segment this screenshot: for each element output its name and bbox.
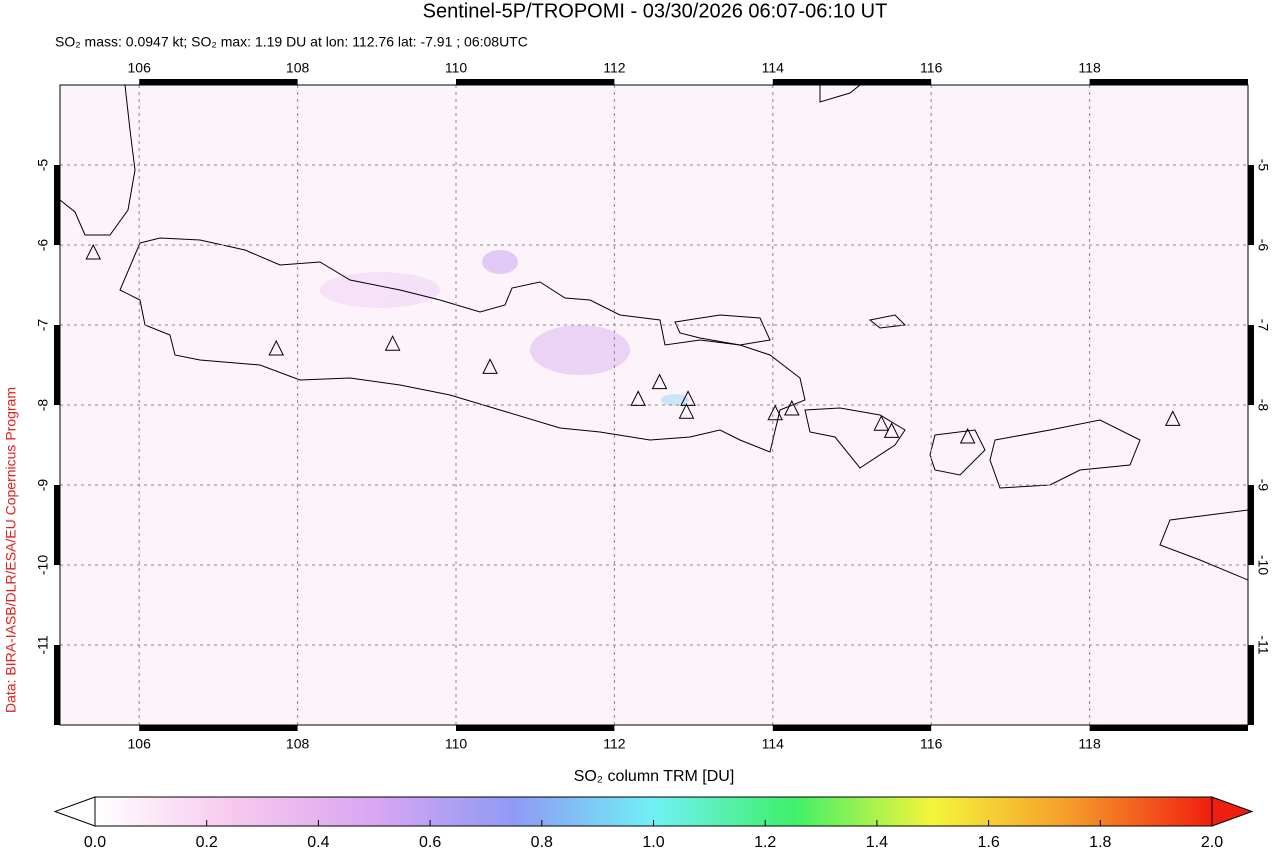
subtitle: SO₂ mass: 0.0947 kt; SO₂ max: 1.19 DU at… [55, 34, 528, 50]
coastline [819, 85, 861, 103]
frame-bar [1248, 645, 1254, 725]
x-tick-label: 114 [762, 736, 785, 752]
x-tick-label: 106 [128, 736, 152, 752]
colorbar-tick-label: 1.6 [977, 834, 999, 851]
colorbar-tick-label: 0.0 [84, 834, 106, 851]
colorbar-tick-label: 1.4 [866, 834, 888, 851]
y-tick-label: -7 [1255, 319, 1271, 332]
coastline [929, 429, 986, 476]
x-tick-label: 118 [1078, 60, 1101, 76]
frame-bar [54, 325, 60, 405]
y-tick-label: -6 [1255, 239, 1271, 252]
volcano [651, 373, 668, 390]
x-tick-label: 108 [286, 60, 310, 76]
x-tick-label: 112 [603, 60, 626, 76]
coastline [1159, 509, 1248, 581]
y-tick-label: -6 [35, 239, 51, 252]
frame-bar [1089, 725, 1248, 731]
coastlines [60, 85, 1248, 581]
x-tick-label: 106 [128, 60, 152, 76]
x-tick-label: 110 [445, 736, 468, 752]
colorbar-over [1211, 796, 1254, 827]
credit: Data: BIRA-IASB/DLR/ESA/EU Copernicus Pr… [3, 387, 19, 713]
volcano [680, 390, 696, 406]
colorbar-under [53, 796, 96, 827]
colorbar-tick-label: 0.6 [419, 834, 441, 851]
volcano [959, 427, 976, 444]
colorbar-tick-label: 0.2 [196, 834, 218, 851]
frame-bar [1248, 485, 1254, 565]
frame-bar [54, 645, 60, 725]
x-tick-label: 108 [286, 736, 310, 752]
volcano [268, 339, 285, 356]
x-tick-label: 112 [603, 736, 626, 752]
x-tick-label: 110 [445, 60, 468, 76]
y-tick-label: -10 [1255, 555, 1271, 575]
volcano [1164, 410, 1181, 426]
y-tick-label: -11 [1255, 635, 1271, 654]
colorbar-tick-label: 1.0 [642, 834, 664, 851]
colorbar-tick-label: 1.2 [754, 834, 776, 851]
volcano [630, 390, 646, 406]
x-tick-label: 114 [762, 60, 785, 76]
chart-title: Sentinel-5P/TROPOMI - 03/30/2026 06:07-0… [423, 0, 888, 22]
y-tick-label: -8 [1255, 399, 1271, 412]
coastline [60, 85, 136, 236]
colorbar-tick-label: 0.4 [307, 834, 329, 851]
volcano [873, 415, 890, 431]
frame-bar [54, 485, 60, 565]
grid [60, 85, 1248, 725]
y-tick-label: -9 [1255, 479, 1271, 492]
frame-bar [54, 165, 60, 245]
frame-bar [139, 725, 298, 731]
y-tick-label: -9 [35, 479, 51, 492]
volcano [883, 422, 900, 438]
y-tick-label: -5 [35, 159, 51, 172]
colorbar-tick-label: 1.8 [1089, 834, 1111, 851]
frame-bar [1248, 325, 1254, 405]
volcano [767, 404, 783, 421]
frame-bar [1248, 165, 1254, 245]
coastline [868, 314, 907, 329]
frame-bar [139, 79, 298, 85]
y-tick-label: -10 [35, 555, 51, 575]
coastline [674, 314, 771, 346]
frame-bar [772, 725, 932, 731]
volcano [85, 243, 102, 260]
y-tick-label: -5 [1255, 159, 1271, 172]
plume-patch [530, 325, 630, 375]
plume [320, 250, 689, 406]
plume-patch [482, 250, 518, 274]
volcano [783, 399, 800, 416]
colorbar-tick-label: 2.0 [1201, 834, 1223, 851]
frame-bar [456, 725, 615, 731]
x-tick-label: 116 [920, 60, 943, 76]
coastline [119, 237, 806, 453]
coastline [804, 407, 906, 469]
frame-bar [1089, 79, 1248, 85]
x-tick-label: 116 [920, 736, 943, 752]
frame-bar [772, 79, 932, 85]
plume-patch [320, 272, 440, 308]
y-tick-label: -8 [35, 399, 51, 412]
volcano [482, 358, 498, 374]
y-tick-label: -7 [35, 319, 51, 332]
colorbar-tick-label: 0.8 [531, 834, 553, 851]
y-tick-label: -11 [35, 635, 51, 654]
colorbar-label: SO₂ column TRM [DU] [574, 768, 735, 785]
coastline [989, 419, 1141, 489]
x-tick-label: 118 [1078, 736, 1101, 752]
frame-bar [456, 79, 615, 85]
volcano [678, 403, 695, 419]
volcano [384, 335, 401, 351]
plume-patch [661, 394, 689, 406]
